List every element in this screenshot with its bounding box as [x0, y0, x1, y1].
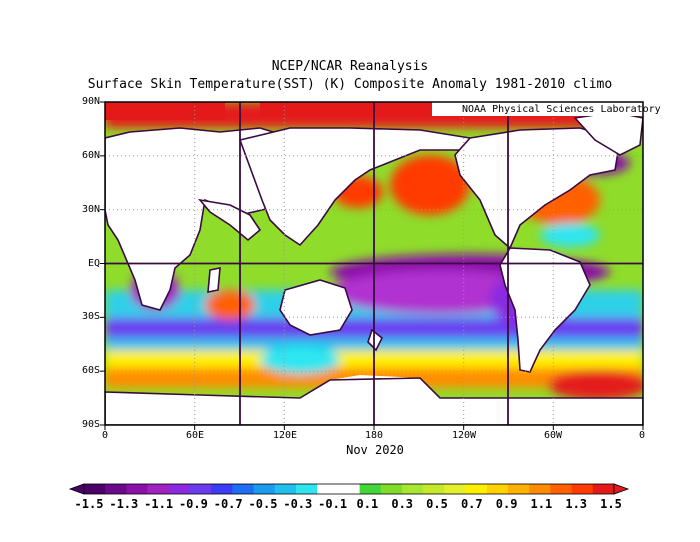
colorbar-label: 1.5: [600, 497, 622, 511]
region-box-lines: [105, 102, 643, 425]
colorbar-swatch: [296, 484, 318, 494]
colorbar-swatch: [380, 484, 403, 494]
lon-label-60e: 60E: [186, 430, 205, 441]
lon-label-0-end: 0: [639, 430, 646, 441]
colorbar-label: -0.1: [318, 497, 348, 511]
colorbar-swatch: [190, 484, 212, 494]
lon-label-120w: 120W: [452, 430, 477, 441]
colorbar-swatch: [317, 484, 339, 494]
colorbar-swatch: [253, 484, 276, 494]
colorbar-swatch: [529, 484, 551, 494]
colorbar-left-arrow: [68, 483, 85, 495]
chart-title-line2: Surface Skin Temperature(SST) (K) Compos…: [87, 77, 613, 92]
colorbar-swatch: [571, 484, 594, 494]
colorbar-swatch: [211, 484, 233, 494]
lon-label-0: 0: [102, 430, 109, 441]
colorbar-swatch: [274, 484, 297, 494]
axis-ticks: [100, 101, 644, 430]
colorbar-swatch: [444, 484, 466, 494]
colorbar-label: 0.5: [426, 497, 448, 511]
lat-label-30s: 30S: [82, 311, 101, 322]
colorbar-label: 1.3: [565, 497, 588, 511]
colorbar-swatch: [486, 484, 509, 494]
chart-title-line1: NCEP/NCAR Reanalysis: [271, 59, 429, 74]
credit-label: NOAA Physical Sciences Laboratory: [462, 104, 661, 115]
colorbar-swatch: [592, 484, 615, 494]
colorbar-right-arrow: [613, 483, 630, 495]
colorbar-label: 0.7: [460, 497, 483, 511]
lat-label-60n: 60N: [82, 150, 101, 161]
colorbar-swatch: [508, 484, 530, 494]
colorbar-label: -0.9: [178, 497, 208, 511]
colorbar-swatch: [402, 484, 424, 494]
lat-label-90n: 90N: [82, 96, 101, 107]
colorbar-label: 0.9: [495, 497, 518, 511]
colorbar-label: -1.1: [144, 497, 174, 511]
colorbar-label: -0.3: [283, 497, 313, 511]
colorbar-label: 0.1: [356, 497, 379, 511]
colorbar: [68, 483, 630, 495]
date-label: Nov 2020: [346, 443, 404, 457]
colorbar-swatch: [168, 484, 191, 494]
colorbar-swatch: [147, 484, 170, 494]
lat-label-eq: EQ: [88, 258, 101, 269]
colorbar-label: -0.7: [213, 497, 243, 511]
colorbar-swatch: [105, 484, 127, 494]
colorbar-label: -1.5: [74, 497, 104, 511]
lon-label-180: 180: [365, 430, 384, 441]
colorbar-swatch: [126, 484, 148, 494]
credit-box: [432, 102, 643, 116]
colorbar-label: 0.3: [391, 497, 414, 511]
colorbar-swatch: [359, 484, 382, 494]
colorbar-label: 1.1: [530, 497, 553, 511]
colorbar-label: -0.5: [248, 497, 278, 511]
colorbar-swatch: [550, 484, 572, 494]
colorbar-swatch: [423, 484, 445, 494]
lat-label-90s: 90S: [82, 419, 101, 430]
lat-label-30n: 30N: [82, 204, 101, 215]
colorbar-swatch: [338, 484, 360, 494]
colorbar-swatch: [84, 484, 106, 494]
anomaly-field: [105, 102, 643, 425]
lon-label-120e: 120E: [273, 430, 298, 441]
lon-label-60w: 60W: [544, 430, 563, 441]
colorbar-swatch: [465, 484, 488, 494]
colorbar-label: -1.3: [109, 497, 139, 511]
colorbar-swatch: [232, 484, 254, 494]
lat-label-60s: 60S: [82, 365, 101, 376]
